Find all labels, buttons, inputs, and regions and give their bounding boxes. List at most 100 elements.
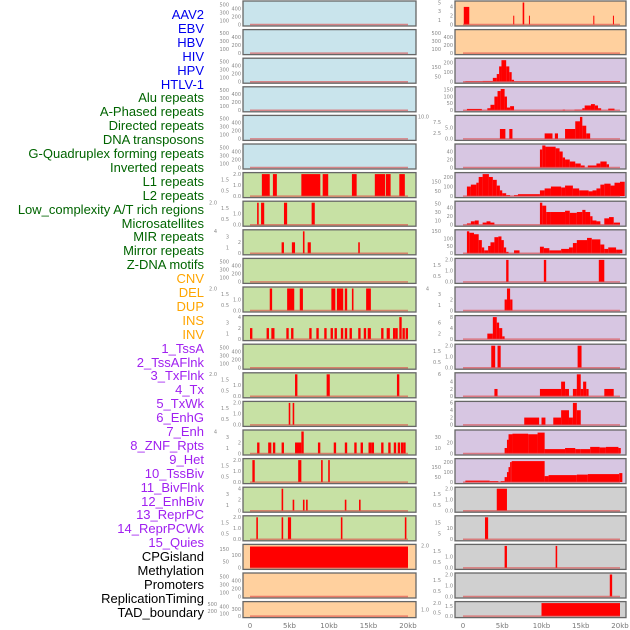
y-tick-label: 1 xyxy=(226,246,229,252)
y-tick-label: 1.5 xyxy=(221,463,229,469)
track-label: 5_TxWk xyxy=(156,396,204,412)
y-tick-label: 1.0 xyxy=(233,412,241,418)
track-label: Inverted repeats xyxy=(110,159,204,175)
y-tick-label: 0.5 xyxy=(433,560,441,566)
bar xyxy=(306,499,308,511)
track-label: 7_Enh xyxy=(166,424,204,439)
y-tick-label: 1.5 xyxy=(221,292,229,298)
bar xyxy=(302,499,305,511)
y-tick-label: 50 xyxy=(435,201,441,207)
x-tick-label: 15kb xyxy=(572,622,590,630)
bar xyxy=(539,202,543,225)
bar xyxy=(368,442,372,454)
y-tick-label: 0 xyxy=(238,137,241,143)
track-label: DEL xyxy=(178,285,204,300)
bar xyxy=(291,328,294,340)
y-tick-label: 0.5 xyxy=(433,611,441,617)
y-tick-label: 400 xyxy=(231,578,241,584)
x-tick-label: 0 xyxy=(461,622,465,630)
bar xyxy=(593,15,595,25)
bar xyxy=(576,410,581,425)
bar xyxy=(250,546,408,568)
bar xyxy=(585,212,591,225)
bar xyxy=(565,448,576,454)
bar xyxy=(283,202,288,225)
x-tick-label: 20kb xyxy=(399,622,417,630)
y-tick-label: 200 xyxy=(443,60,453,66)
y-tick-label: 0 xyxy=(238,594,241,600)
y-tick-label: 100 xyxy=(443,184,453,190)
bar xyxy=(252,460,255,483)
bar xyxy=(316,328,319,340)
panel-right-10 xyxy=(454,286,627,313)
track-label: L1 repeats xyxy=(142,173,204,189)
y-tick-label: 2.0 xyxy=(209,286,217,292)
bar xyxy=(366,288,371,311)
bar xyxy=(503,247,507,254)
bar xyxy=(565,159,570,168)
bar xyxy=(501,240,504,254)
bar xyxy=(482,174,489,197)
bar xyxy=(261,174,270,197)
y-tick-label: 0.0 xyxy=(233,480,241,486)
y-tick-label: 1.5 xyxy=(433,549,441,555)
bar xyxy=(491,345,496,368)
track-label: Z-DNA motifs xyxy=(126,257,204,273)
y-tick-label: 100 xyxy=(219,47,229,53)
y-tick-label: 3 xyxy=(226,235,229,241)
bar xyxy=(504,448,507,454)
bar xyxy=(550,186,562,197)
bar xyxy=(584,105,591,111)
y-tick-label: 0.0 xyxy=(445,280,453,286)
y-tick-label: 1.0 xyxy=(445,498,453,504)
bar xyxy=(288,402,291,425)
y-tick-label: 0 xyxy=(238,251,241,257)
bar xyxy=(487,108,491,111)
y-tick-label: 0 xyxy=(450,423,453,429)
y-tick-label: 300 xyxy=(219,582,229,588)
y-tick-label: 0 xyxy=(450,451,453,457)
y-tick-label: 0 xyxy=(450,251,453,257)
y-tick-label: 400 xyxy=(231,64,241,70)
y-tick-label: 100 xyxy=(443,236,453,242)
y-tick-label: 500 xyxy=(219,88,229,94)
y-tick-label: 0.0 xyxy=(233,223,241,229)
bar xyxy=(271,328,275,340)
bar xyxy=(504,96,507,111)
track-label: Microsatellites xyxy=(121,215,204,231)
bar xyxy=(492,179,497,197)
bar xyxy=(576,240,588,254)
panel-left-15 xyxy=(242,429,417,456)
bar xyxy=(591,239,601,254)
bar xyxy=(478,176,483,197)
bar xyxy=(506,472,509,483)
bar xyxy=(565,210,570,225)
y-tick-label: 200 xyxy=(231,272,241,278)
track-label: HPV xyxy=(177,62,204,78)
bar xyxy=(496,185,500,197)
bar xyxy=(400,442,404,454)
bar xyxy=(594,105,599,111)
bar xyxy=(302,231,305,254)
bar xyxy=(395,328,398,340)
y-tick-label: 1.0 xyxy=(445,269,453,275)
bar xyxy=(399,174,405,197)
bar xyxy=(309,328,312,340)
bar xyxy=(576,474,588,483)
y-tick-label: 50 xyxy=(435,75,441,81)
bar xyxy=(292,402,295,425)
bar xyxy=(549,250,562,254)
bar xyxy=(496,322,500,340)
bar xyxy=(405,328,408,340)
bar xyxy=(354,442,357,454)
y-tick-label: 100 xyxy=(219,161,229,167)
bar xyxy=(490,104,495,111)
y-tick-label: 4 xyxy=(450,408,453,414)
y-tick-label: 3 xyxy=(438,9,441,15)
bar xyxy=(367,328,371,340)
bar xyxy=(509,129,513,139)
track-label: TAD_boundary xyxy=(117,604,204,620)
bar xyxy=(522,2,525,25)
bar xyxy=(586,388,589,397)
y-tick-label: 4 xyxy=(214,429,217,435)
